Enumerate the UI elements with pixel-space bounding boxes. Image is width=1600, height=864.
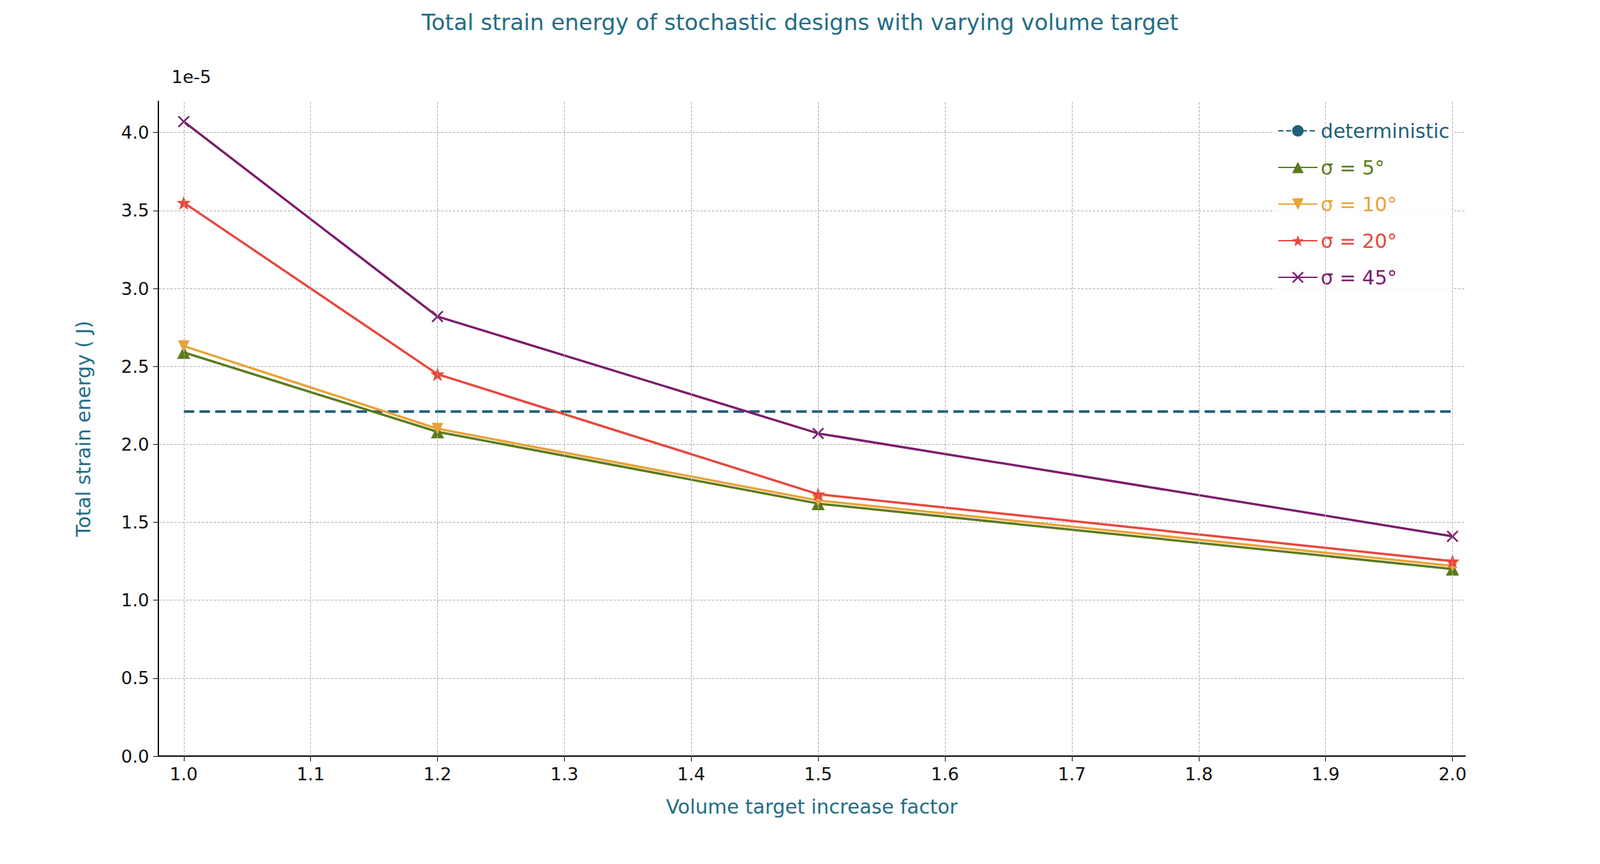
svg-text:1.0: 1.0 (169, 764, 198, 785)
svg-text:2.0: 2.0 (121, 434, 150, 455)
svg-text:Volume target increase factor: Volume target increase factor (666, 795, 959, 819)
svg-text:1.2: 1.2 (423, 764, 452, 785)
svg-text:0.0: 0.0 (121, 746, 150, 767)
svg-text:2.0: 2.0 (1438, 764, 1467, 785)
svg-text:3.0: 3.0 (121, 278, 150, 300)
svg-text:0.5: 0.5 (121, 668, 150, 689)
svg-text:1.4: 1.4 (677, 764, 706, 785)
svg-text:1.0: 1.0 (121, 590, 150, 611)
svg-text:3.5: 3.5 (121, 200, 150, 221)
svg-text:4.0: 4.0 (121, 122, 150, 143)
svg-text:1.3: 1.3 (550, 764, 579, 785)
svg-text:1.9: 1.9 (1311, 764, 1340, 785)
svg-text:1.5: 1.5 (121, 512, 150, 533)
svg-text:1.7: 1.7 (1057, 764, 1086, 785)
svg-text:σ = 10°: σ = 10° (1320, 193, 1397, 216)
svg-text:Total strain energy of stochas: Total strain energy of stochastic design… (420, 9, 1178, 36)
svg-text:1.1: 1.1 (296, 764, 325, 785)
svg-text:2.5: 2.5 (121, 356, 150, 377)
svg-text:σ = 45°: σ = 45° (1320, 266, 1397, 290)
svg-text:1.5: 1.5 (804, 764, 833, 785)
svg-text:Total strain energy ( J): Total strain energy ( J) (71, 320, 95, 538)
svg-text:1e-5: 1e-5 (171, 66, 212, 88)
svg-text:1.6: 1.6 (931, 764, 960, 785)
svg-text:1.8: 1.8 (1184, 764, 1213, 785)
svg-text:deterministic: deterministic (1320, 119, 1450, 143)
svg-text:σ = 20°: σ = 20° (1320, 229, 1397, 253)
svg-text:σ = 5°: σ = 5° (1320, 156, 1385, 180)
